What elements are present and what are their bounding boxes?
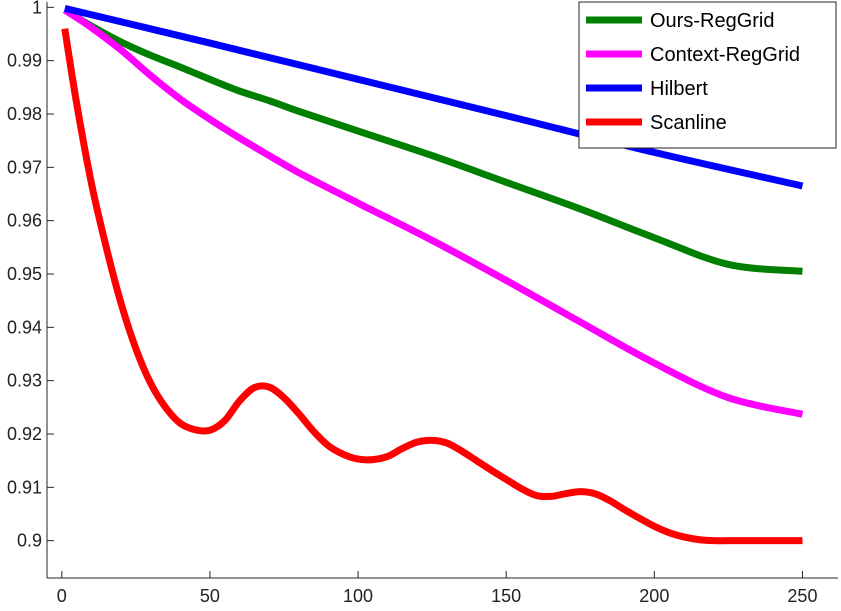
y-axis: 0.9 0.91 0.92 0.93 0.94 0.95 0.96 0.97 0.98 0.99 1 <box>7 0 54 578</box>
y-tick-label: 1 <box>32 0 42 17</box>
series-line-ours-reggrid <box>62 7 803 275</box>
x-tick-label: 100 <box>343 586 373 606</box>
x-axis: 0 50 100 150 200 250 <box>47 571 838 606</box>
series-line-scanline <box>61 28 803 545</box>
y-tick-label: 0.98 <box>7 104 42 124</box>
y-tick-label: 0.93 <box>7 371 42 391</box>
x-tick-label: 50 <box>200 586 220 606</box>
y-tick-label: 0.97 <box>7 157 42 177</box>
y-tick-label: 0.94 <box>7 317 42 337</box>
series-layer <box>61 4 804 545</box>
legend-label-scanline: Scanline <box>650 112 727 134</box>
series-line-context-reggrid <box>62 7 804 418</box>
x-tick-label: 0 <box>57 586 67 606</box>
legend-label-hilbert: Hilbert <box>650 78 708 100</box>
y-tick-label: 0.95 <box>7 264 42 284</box>
legend-label-ours-reggrid: Ours-RegGrid <box>650 10 774 32</box>
y-tick-label: 0.91 <box>7 477 42 497</box>
x-tick-label: 150 <box>491 586 521 606</box>
series-line-hilbert <box>63 4 804 190</box>
y-tick-label: 0.9 <box>17 531 42 551</box>
y-tick-label: 0.99 <box>7 51 42 71</box>
y-tick-label: 0.96 <box>7 211 42 231</box>
x-tick-label: 200 <box>639 586 669 606</box>
legend-label-context-reggrid: Context-RegGrid <box>650 44 800 66</box>
y-tick-label: 0.92 <box>7 424 42 444</box>
legend: Ours-RegGrid Context-RegGrid Hilbert Scanli… <box>578 1 837 149</box>
x-tick-label: 250 <box>787 586 817 606</box>
